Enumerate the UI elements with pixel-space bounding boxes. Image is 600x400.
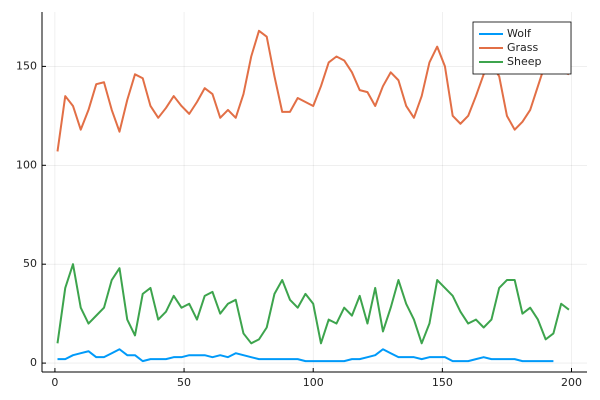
- legend-label: Wolf: [507, 27, 532, 40]
- legend-label: Grass: [507, 41, 539, 54]
- x-tick-label: 150: [432, 376, 453, 389]
- legend-label: Sheep: [507, 55, 541, 68]
- x-tick-label: 0: [51, 376, 58, 389]
- y-tick-label: 50: [23, 257, 37, 270]
- y-tick-label: 0: [30, 356, 37, 369]
- x-tick-label: 200: [561, 376, 582, 389]
- series-line: [57, 348, 554, 363]
- y-tick-label: 150: [16, 59, 37, 72]
- series-line: [56, 263, 570, 345]
- x-tick-label: 100: [303, 376, 324, 389]
- x-tick-label: 50: [177, 376, 191, 389]
- y-tick-label: 100: [16, 158, 37, 171]
